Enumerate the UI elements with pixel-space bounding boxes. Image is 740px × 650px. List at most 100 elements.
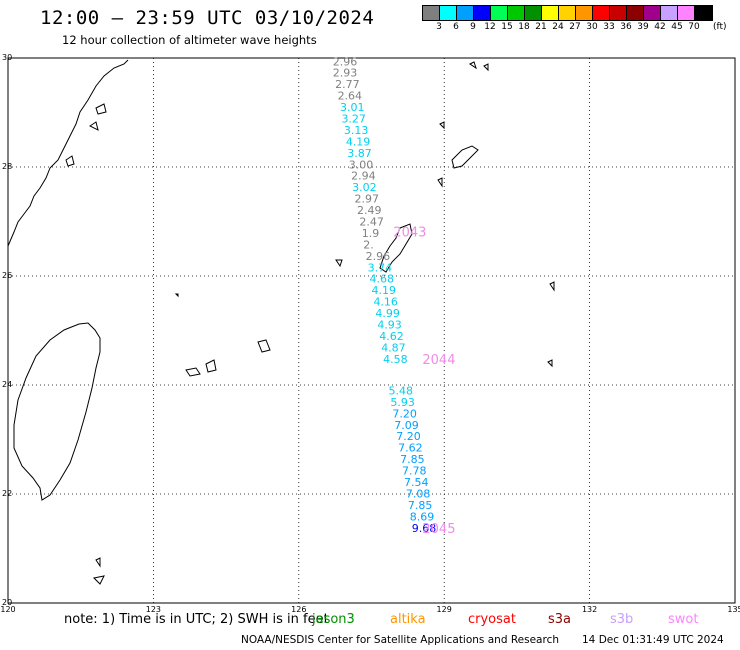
colorbar-swatch [695,6,712,20]
swh-value-label: 5.93 [390,396,415,409]
swh-value-label: 2.96 [333,55,358,68]
colorbar-label: 3 [436,22,442,32]
swh-value-label: 7.20 [396,430,421,443]
swh-value-label: 2. [363,238,374,251]
swh-value-label: 4.19 [346,135,371,148]
swh-value-label: 9.68 [412,522,437,535]
map-grid [8,58,735,603]
swh-value-label: 7.54 [404,476,429,489]
colorbar-label: 36 [620,22,632,32]
swh-value-label: 7.85 [408,499,433,512]
swh-value-label: 3.87 [347,147,372,160]
axis-labels: 120 123 126 129 132 135 30 28 26 24 22 20 [0,53,740,614]
swh-value-label: 2.97 [355,193,380,206]
coastline-small-islands [92,61,555,585]
swh-value-label: 3.01 [340,101,365,114]
satellite-legend-item: s3b [610,612,634,627]
swh-value-label: 1.9 [362,227,380,240]
lat-tick-label: 28 [2,162,12,171]
colorbar-label: 42 [654,22,666,32]
swh-value-label: 2.49 [357,204,382,217]
swh-value-label: 2.47 [359,216,384,229]
coastline-china [7,59,129,247]
colorbar-swatch [576,6,593,20]
colorbar-swatch [457,6,474,20]
colorbar-swatch [525,6,542,20]
satellite-legend-item: s3a [548,612,572,627]
lon-tick-label: 135 [727,605,740,614]
swh-value-label: 2.64 [338,90,363,103]
coastlines [7,59,555,585]
swh-value-label: 4.93 [377,319,402,332]
swh-value-label: 3.02 [352,181,377,194]
colorbar-label: 15 [501,22,513,32]
colorbar-swatch [644,6,661,20]
swh-value-label: 8.69 [410,510,435,523]
coastline-yaeyama [185,339,271,377]
colorbar-swatch [610,6,627,20]
swh-value-label: 4.68 [370,273,395,286]
swh-value-label: 7.78 [402,465,427,478]
colorbar-label: 27 [569,22,581,32]
satellite-legend-item: swot [668,612,699,627]
swh-value-label: 7.85 [400,453,425,466]
swh-value-label: 3.13 [344,124,369,137]
colorbar-label: 30 [586,22,598,32]
satellite-legend-item: cryosat [468,612,516,627]
satellite-legend-item: altika [390,612,426,627]
colorbar-label: 12 [484,22,496,32]
colorbar-swatch [678,6,695,20]
lon-tick-label: 120 [0,605,15,614]
coastline-okinawa [379,223,413,273]
lat-tick-label: 22 [2,489,12,498]
swh-value-label: 3.74 [368,261,393,274]
colorbar-swatch [440,6,457,20]
swh-value-label: 5.48 [388,384,413,397]
swh-value-label: 2.96 [366,250,391,263]
colorbar-swatch [593,6,610,20]
swh-value-label: 4.99 [375,307,400,320]
colorbar-swatch [542,6,559,20]
colorbar-swatch [627,6,644,20]
lon-tick-label: 129 [437,605,452,614]
coastline-taiwan [13,322,101,501]
swh-value-label: 4.58 [383,353,408,366]
colorbar-swatch [491,6,508,20]
colorbar-swatch [661,6,678,20]
swh-value-label: 7.62 [398,442,423,455]
colorbar-unit: (ft) [713,22,727,32]
time-label: 2043 [393,225,426,240]
time-labels: 2043 2044 2045 [393,225,455,536]
colorbar-swatch [423,6,440,20]
swh-value-label: 7.09 [394,419,419,432]
time-label: 2044 [422,353,455,368]
lat-tick-label: 20 [2,598,12,607]
swh-value-label: 7.08 [406,487,431,500]
colorbar-swatch [508,6,525,20]
footer-datetime: 14 Dec 01:31:49 UTC 2024 [582,634,724,646]
swh-value-label: 3.00 [349,158,374,171]
lon-tick-label: 132 [582,605,597,614]
colorbar-label: 18 [518,22,530,32]
page-title: 12:00 – 23:59 UTC 03/10/2024 [40,7,375,29]
colorbar-label: 9 [470,22,476,32]
satellite-legend-item: jason3 [312,612,355,627]
swh-value-label: 4.87 [381,341,406,354]
swh-value-label: 2.94 [351,170,376,183]
lat-tick-label: 26 [2,271,12,280]
page-subtitle: 12 hour collection of altimeter wave hei… [62,33,317,47]
colorbar-label: 33 [603,22,615,32]
map-frame [7,57,736,604]
footer-credit: NOAA/NESDIS Center for Satellite Applica… [241,634,559,646]
lat-tick-label: 30 [2,53,12,62]
colorbar-label: 21 [535,22,547,32]
lon-tick-label: 123 [146,605,161,614]
swh-value-label: 4.16 [373,296,398,309]
colorbar-label: 39 [637,22,649,32]
colorbar-swatch [474,6,491,20]
lat-tick-label: 24 [2,380,12,389]
coastline-amami [451,145,479,169]
colorbar-label: 45 [671,22,683,32]
altimeter-track: 2.962.932.772.643.013.273.134.193.873.00… [333,55,437,535]
